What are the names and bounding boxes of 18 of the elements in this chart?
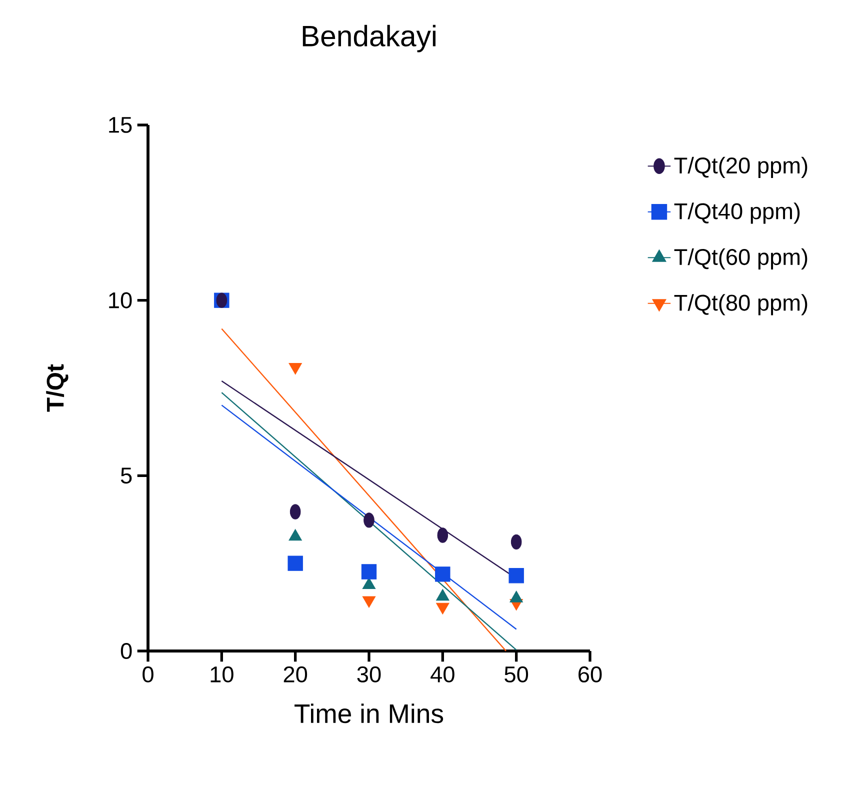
y-tick-label: 0 xyxy=(120,642,132,660)
x-axis-title: Time in Mins xyxy=(294,704,444,724)
chart-title: Bendakayi xyxy=(302,24,436,52)
x-tick-label: 0 xyxy=(142,666,154,682)
x-tick-label: 40 xyxy=(430,666,454,682)
legend-label: T/Qt(60 ppm) xyxy=(674,248,808,270)
legend-label: T/Qt(20 ppm) xyxy=(674,156,808,178)
y-tick-label: 10 xyxy=(109,292,132,308)
y-axis-title: T/Qt xyxy=(46,364,68,412)
x-tick-label: 30 xyxy=(357,666,381,682)
legend-label: T/Qt40 ppm) xyxy=(674,202,800,224)
y-tick-label: 5 xyxy=(120,468,132,484)
legend-label: T/Qt(80 ppm) xyxy=(674,294,808,316)
x-tick-label: 10 xyxy=(210,666,234,682)
y-tick-label: 15 xyxy=(109,117,132,133)
x-tick-label: 60 xyxy=(578,666,602,682)
x-tick-label: 20 xyxy=(284,666,308,682)
x-tick-label: 50 xyxy=(504,666,528,682)
